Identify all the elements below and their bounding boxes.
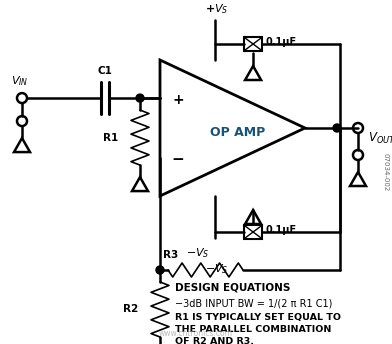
- Text: R1 IS TYPICALLY SET EQUAL TO: R1 IS TYPICALLY SET EQUAL TO: [175, 313, 341, 322]
- Text: $V_{OUT}$: $V_{OUT}$: [368, 130, 392, 146]
- Text: −: −: [172, 152, 184, 168]
- Bar: [244, 225, 262, 239]
- Text: 07034-002: 07034-002: [383, 153, 389, 191]
- Text: $-V_S$: $-V_S$: [186, 246, 210, 260]
- Text: 0.1μF: 0.1μF: [265, 37, 296, 47]
- Text: 0.1μF: 0.1μF: [265, 225, 296, 235]
- Text: +$V_S$: +$V_S$: [205, 2, 229, 16]
- Text: DESIGN EQUATIONS: DESIGN EQUATIONS: [175, 283, 290, 293]
- Text: THE PARALLEL COMBINATION: THE PARALLEL COMBINATION: [175, 325, 331, 334]
- Text: www.cntronics.com: www.cntronics.com: [159, 329, 233, 338]
- Text: R1: R1: [103, 132, 118, 142]
- Text: OP AMP: OP AMP: [210, 127, 265, 140]
- Text: $-V_S$: $-V_S$: [205, 262, 229, 276]
- Text: OF R2 AND R3.: OF R2 AND R3.: [175, 337, 254, 344]
- Text: $V_{IN}$: $V_{IN}$: [11, 74, 29, 88]
- Text: R3: R3: [163, 250, 178, 260]
- Bar: [244, 37, 262, 51]
- Text: R2: R2: [123, 304, 138, 314]
- Circle shape: [333, 124, 341, 132]
- Text: −3dB INPUT BW = 1/(2 π R1 C1): −3dB INPUT BW = 1/(2 π R1 C1): [175, 299, 332, 309]
- Circle shape: [136, 94, 144, 102]
- Text: C1: C1: [98, 66, 113, 76]
- Text: +: +: [172, 93, 184, 107]
- Circle shape: [156, 266, 164, 274]
